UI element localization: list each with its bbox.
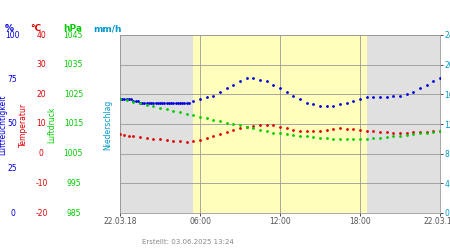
Text: 1045: 1045	[63, 30, 83, 40]
Bar	[194, 35, 367, 213]
Text: 40: 40	[36, 30, 46, 40]
Text: -10: -10	[35, 179, 48, 188]
Text: 1035: 1035	[63, 60, 83, 69]
Text: 10: 10	[36, 120, 46, 128]
Text: 30: 30	[36, 60, 46, 69]
Text: 995: 995	[66, 179, 81, 188]
Text: 1015: 1015	[64, 120, 83, 128]
Text: 100: 100	[5, 30, 20, 40]
Text: 985: 985	[66, 208, 81, 218]
Text: 1025: 1025	[64, 90, 83, 99]
Text: °C: °C	[31, 24, 42, 33]
Text: 0: 0	[39, 149, 44, 158]
Text: 1005: 1005	[63, 149, 83, 158]
Text: mm/h: mm/h	[94, 24, 122, 33]
Text: 0: 0	[10, 208, 15, 218]
Text: 25: 25	[8, 164, 18, 173]
Text: Luftfeuchtigkeit: Luftfeuchtigkeit	[0, 95, 8, 155]
Text: %: %	[4, 24, 13, 33]
Text: 75: 75	[8, 75, 18, 84]
Text: -20: -20	[35, 208, 48, 218]
Text: 50: 50	[8, 120, 18, 128]
Text: 20: 20	[36, 90, 46, 99]
Text: Erstellt: 03.06.2025 13:24: Erstellt: 03.06.2025 13:24	[143, 239, 234, 245]
Text: Niederschlag: Niederschlag	[104, 100, 112, 150]
Text: hPa: hPa	[63, 24, 82, 33]
Text: Luftdruck: Luftdruck	[47, 107, 56, 143]
Text: Temperatur: Temperatur	[19, 103, 28, 147]
